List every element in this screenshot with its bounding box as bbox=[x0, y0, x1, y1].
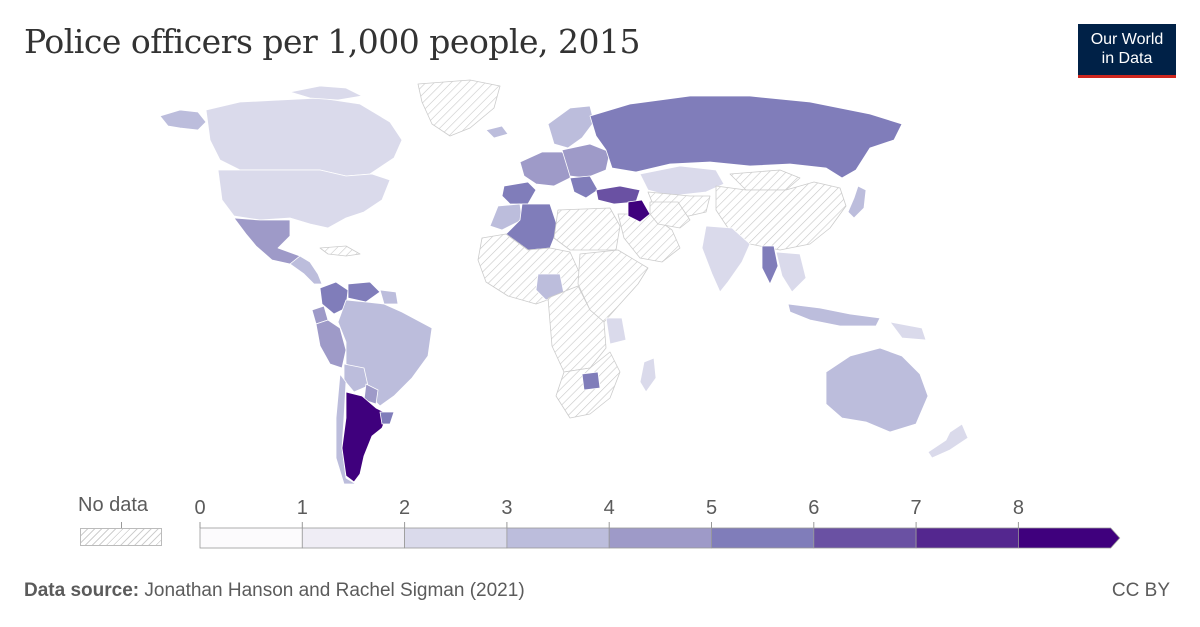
region-chile[interactable] bbox=[335, 373, 357, 485]
region-central-america[interactable] bbox=[289, 255, 323, 285]
region-new-zealand[interactable] bbox=[927, 423, 969, 459]
legend-tick-label-5: 5 bbox=[706, 497, 717, 519]
data-source-label: Data source: bbox=[24, 580, 140, 601]
region-madagascar[interactable] bbox=[639, 357, 657, 393]
region-iceland[interactable] bbox=[485, 125, 509, 139]
color-legend: No data 0 1 2 3 4 5 6 7 8 bbox=[78, 494, 1138, 554]
world-map[interactable] bbox=[150, 78, 980, 498]
region-canada[interactable] bbox=[205, 97, 403, 177]
region-alaska[interactable] bbox=[159, 109, 207, 131]
license-link[interactable]: CC BY bbox=[1111, 580, 1170, 601]
region-iraq[interactable] bbox=[627, 199, 651, 223]
legend-tick-label-4: 4 bbox=[604, 497, 615, 519]
legend-bin-6[interactable] bbox=[813, 527, 917, 549]
region-kazakhstan[interactable] bbox=[639, 165, 725, 197]
legend-bin-1[interactable] bbox=[301, 527, 406, 549]
region-paraguay[interactable] bbox=[363, 383, 379, 405]
region-iran[interactable] bbox=[649, 201, 691, 229]
region-north-africa-east[interactable] bbox=[553, 207, 621, 251]
region-india[interactable] bbox=[701, 225, 751, 293]
chart-title: Police officers per 1,000 people, 2015 bbox=[24, 22, 640, 61]
region-canada-islands[interactable] bbox=[289, 85, 363, 101]
logo-line-2: in Data bbox=[1101, 50, 1153, 67]
region-guianas[interactable] bbox=[379, 289, 399, 305]
region-australia[interactable] bbox=[825, 347, 929, 433]
region-se-asia[interactable] bbox=[775, 251, 807, 293]
legend-bin-8[interactable] bbox=[1018, 527, 1121, 549]
region-japan[interactable] bbox=[847, 185, 867, 219]
legend-no-data-tick bbox=[121, 522, 122, 528]
region-east-africa[interactable] bbox=[577, 249, 649, 323]
region-mexico[interactable] bbox=[233, 217, 301, 265]
region-brazil[interactable] bbox=[337, 299, 433, 407]
region-caribbean[interactable] bbox=[319, 245, 361, 257]
region-scandinavia[interactable] bbox=[547, 105, 595, 149]
legend-no-data-label: No data bbox=[78, 494, 149, 516]
region-united-states[interactable] bbox=[217, 169, 391, 229]
region-russia[interactable] bbox=[589, 95, 903, 179]
legend-tick-label-6: 6 bbox=[808, 497, 819, 519]
region-central-africa[interactable] bbox=[547, 285, 607, 373]
region-iberia[interactable] bbox=[501, 181, 537, 205]
world-map-svg[interactable] bbox=[150, 78, 980, 498]
legend-scale: 0 1 2 3 4 5 6 7 8 bbox=[194, 497, 1121, 549]
legend-bin-7[interactable] bbox=[915, 527, 1019, 549]
legend-tick-label-8: 8 bbox=[1013, 497, 1024, 519]
region-balkans[interactable] bbox=[569, 175, 599, 199]
legend-tick-label-2: 2 bbox=[399, 497, 410, 519]
region-indonesia[interactable] bbox=[787, 303, 881, 327]
region-greenland[interactable] bbox=[417, 79, 501, 137]
owid-logo[interactable]: Our World in Data bbox=[1078, 24, 1176, 78]
region-tanzania[interactable] bbox=[605, 317, 627, 345]
region-venezuela[interactable] bbox=[347, 281, 381, 303]
region-eastern-europe[interactable] bbox=[561, 143, 611, 179]
legend-bin-4[interactable] bbox=[608, 527, 712, 549]
region-morocco[interactable] bbox=[489, 203, 523, 231]
legend-bin-0[interactable] bbox=[199, 527, 303, 549]
legend-bin-3[interactable] bbox=[506, 527, 610, 549]
region-mongolia[interactable] bbox=[729, 169, 801, 191]
legend-bin-2[interactable] bbox=[404, 527, 508, 549]
region-papua[interactable] bbox=[889, 321, 927, 341]
legend-tick-label-3: 3 bbox=[501, 497, 512, 519]
legend-bin-5[interactable] bbox=[711, 527, 815, 549]
legend-tick-label-0: 0 bbox=[194, 497, 205, 519]
region-peru[interactable] bbox=[315, 319, 347, 369]
logo-line-1: Our World bbox=[1090, 31, 1164, 48]
region-zimbabwe[interactable] bbox=[581, 371, 601, 391]
data-source: Data source: Jonathan Hanson and Rachel … bbox=[24, 580, 525, 602]
data-source-text[interactable]: Jonathan Hanson and Rachel Sigman (2021) bbox=[144, 580, 525, 601]
legend-no-data-swatch[interactable] bbox=[80, 528, 162, 546]
region-argentina[interactable] bbox=[341, 391, 389, 483]
region-uruguay[interactable] bbox=[379, 411, 395, 425]
region-myanmar[interactable] bbox=[761, 245, 779, 285]
region-bolivia[interactable] bbox=[343, 363, 369, 393]
legend-tick-label-1: 1 bbox=[297, 497, 308, 519]
legend-tick-label-7: 7 bbox=[911, 497, 922, 519]
